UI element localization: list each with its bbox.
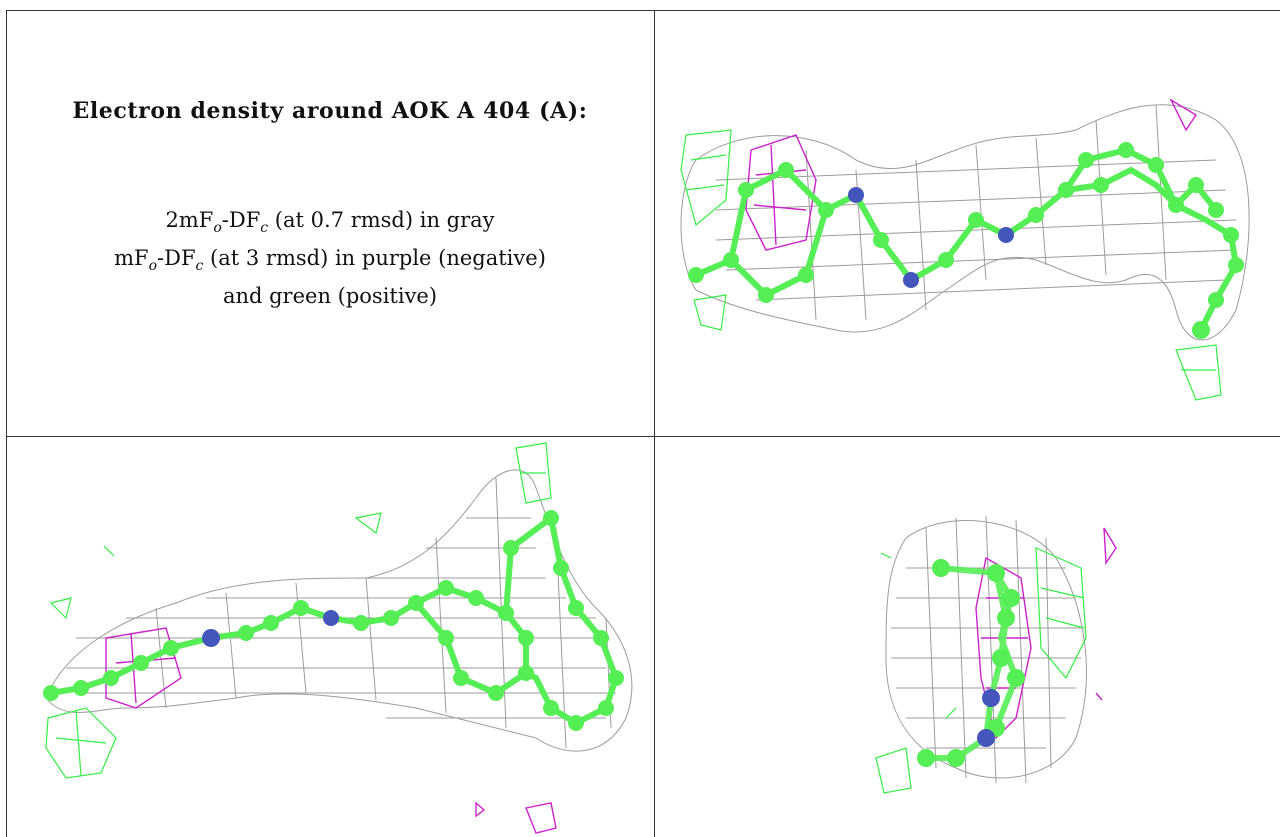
positive-mesh-2: [45, 442, 552, 779]
positive-mesh-3: [875, 547, 1087, 794]
ligand-bonds-1: [693, 146, 1240, 333]
ligand-atoms-3: [917, 559, 1025, 767]
ligand-atoms-1: [688, 142, 1244, 339]
density-render-2: [43, 442, 633, 834]
caption-cell: Electron density around AOK A 404 (A): 2…: [6, 10, 654, 434]
negative-mesh-2: [105, 627, 557, 834]
grid-left-border: [6, 10, 7, 837]
density-view-1: [656, 10, 1280, 434]
figure-grid: Electron density around AOK A 404 (A): 2…: [6, 10, 1280, 837]
ligand-atoms-2: [43, 510, 624, 731]
grid-top-border: [6, 10, 1280, 11]
grid-middle-divider: [6, 436, 1280, 437]
grid-center-divider: [654, 10, 655, 837]
density-view-2: [6, 438, 654, 837]
figure-title: Electron density around AOK A 404 (A):: [72, 98, 588, 124]
density-legend: 2mFo-DFc (at 0.7 rmsd) in gray mFo-DFc (…: [6, 205, 654, 311]
density-render-1: [680, 98, 1250, 401]
gray-mesh-2: [45, 469, 633, 752]
legend-line-positive: and green (positive): [222, 284, 438, 309]
gray-mesh-1: [680, 104, 1250, 341]
legend-line-fo: mFo-DFc (at 3 rmsd) in purple (negative): [114, 246, 546, 275]
density-view-3: [656, 438, 1280, 837]
positive-mesh-1: [680, 129, 1222, 401]
legend-line-2fo: 2mFo-DFc (at 0.7 rmsd) in gray: [165, 208, 495, 237]
density-render-3: [875, 515, 1117, 794]
